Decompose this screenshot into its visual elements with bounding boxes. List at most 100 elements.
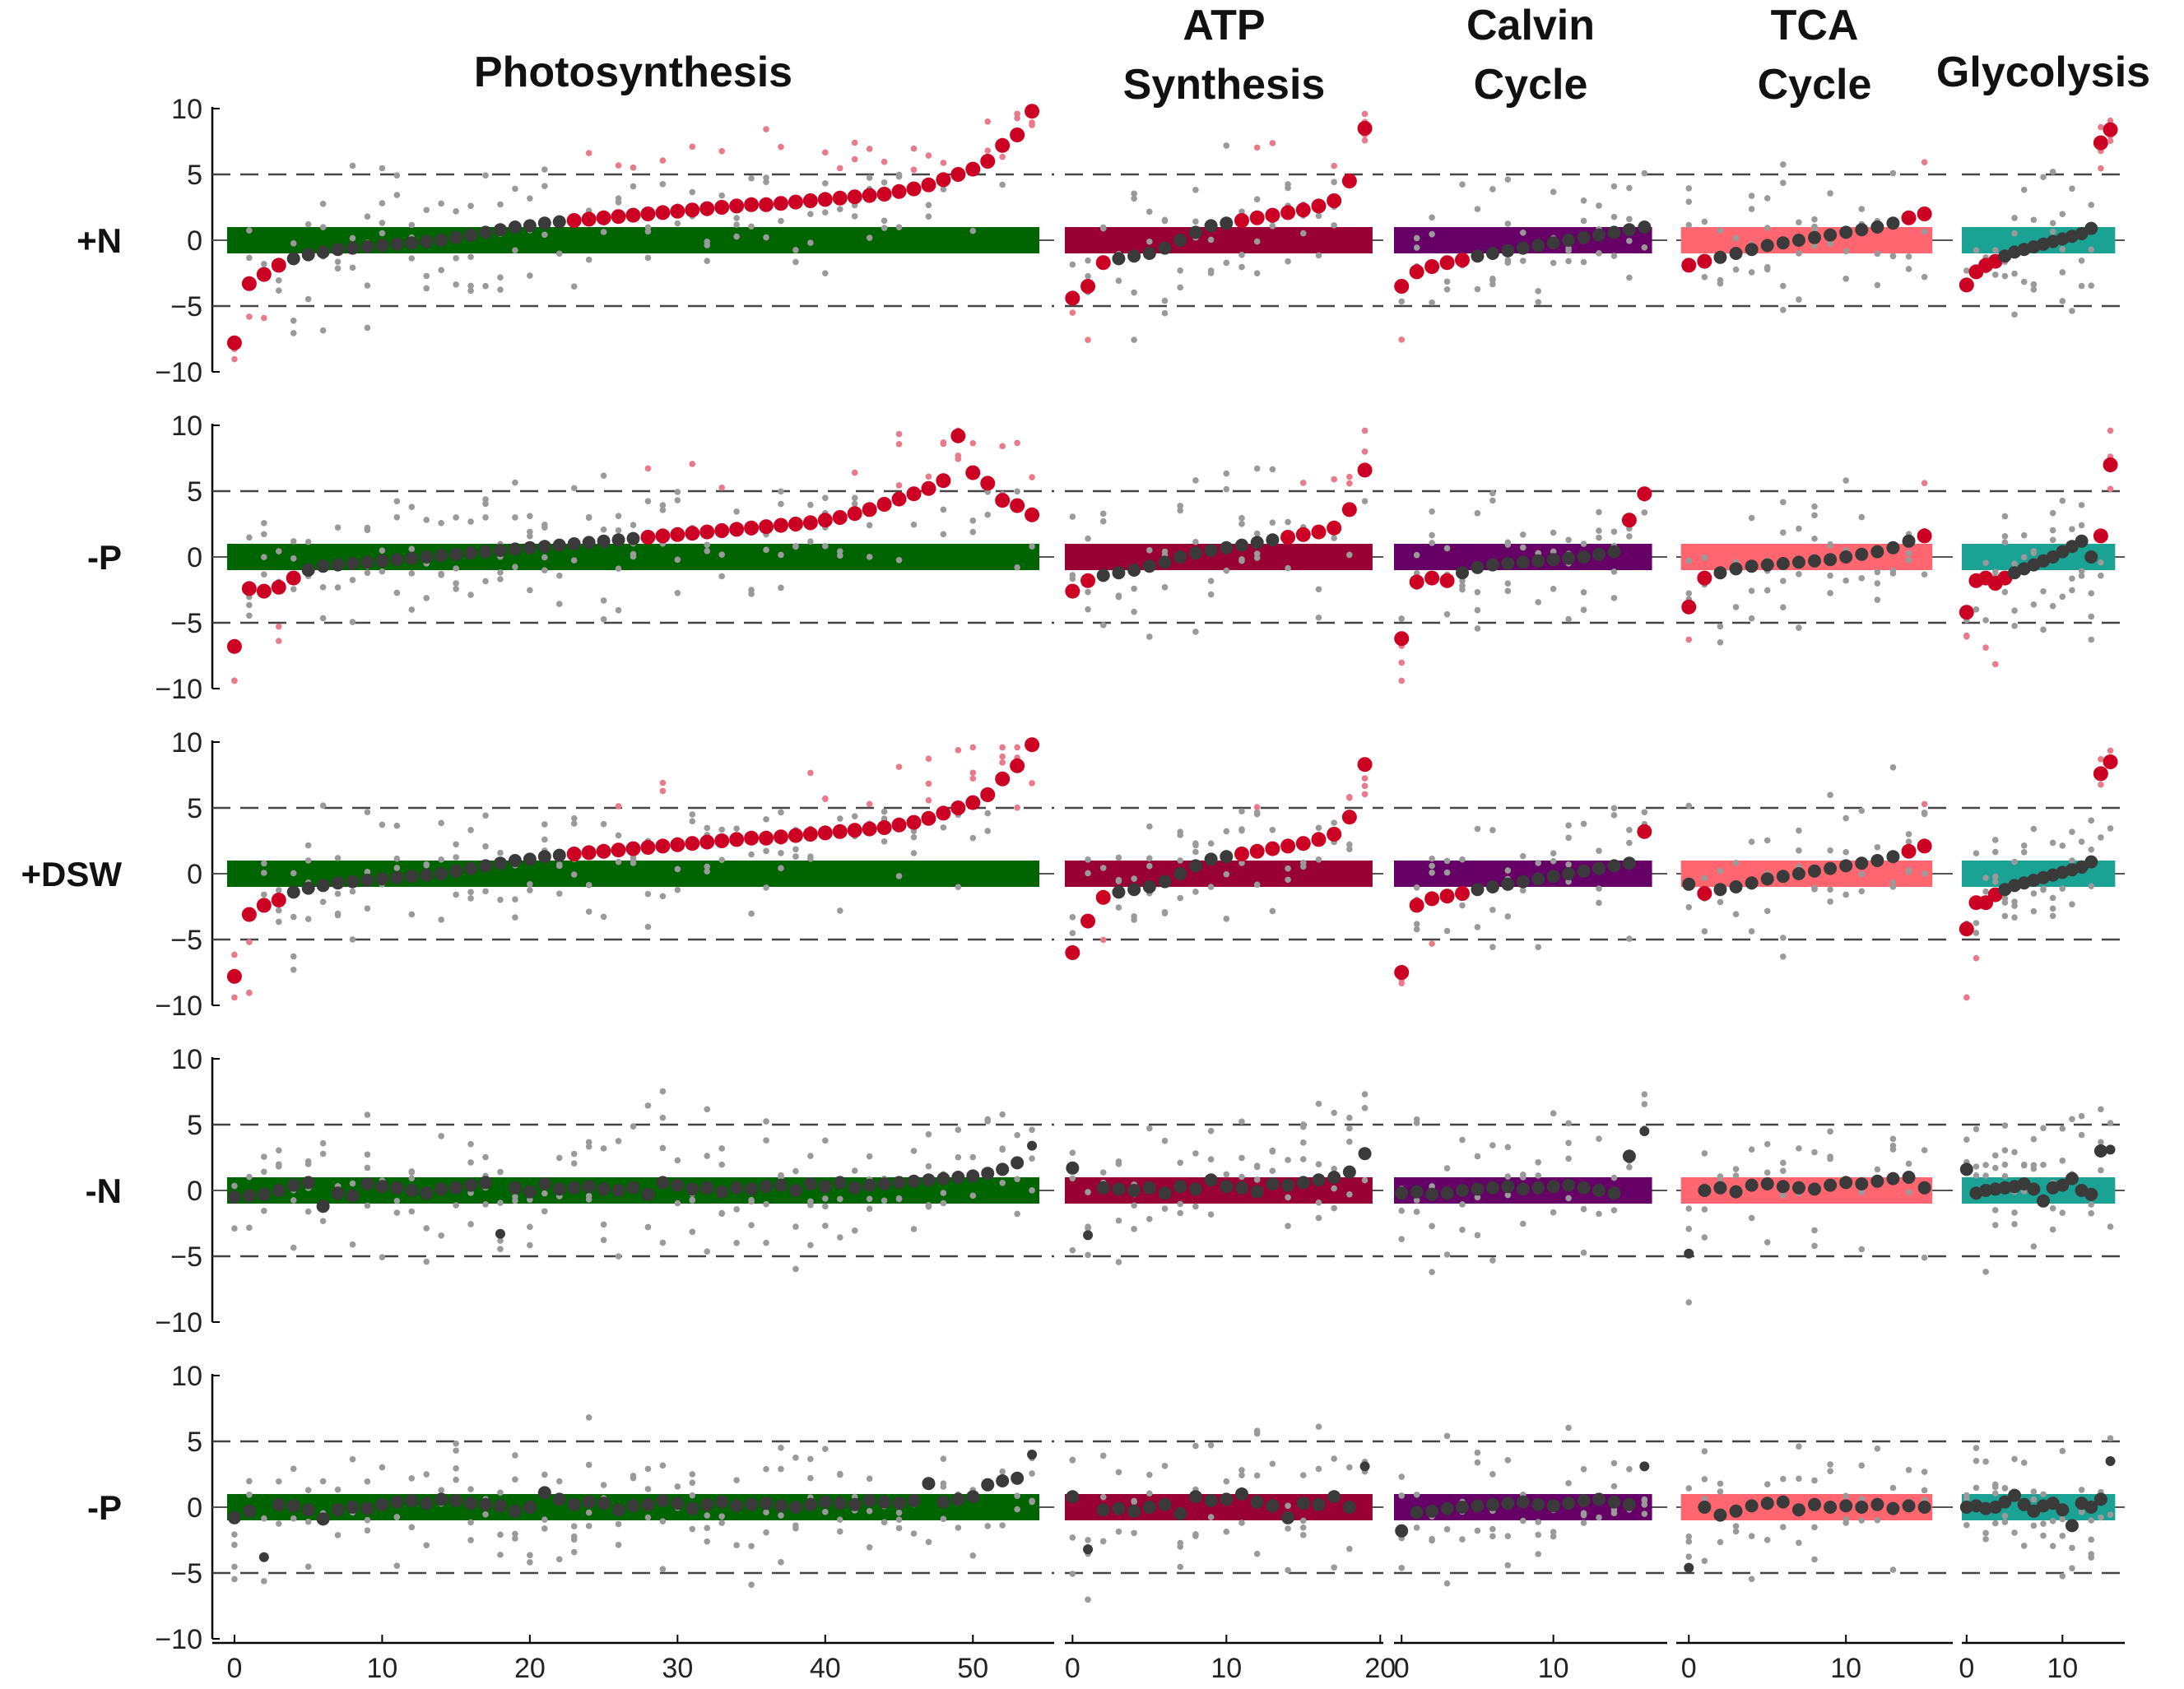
replicate-point bbox=[999, 1179, 1006, 1186]
replicate-point bbox=[1827, 1155, 1833, 1162]
significant-point bbox=[256, 267, 272, 282]
replicate-point bbox=[1299, 1139, 1307, 1146]
replicate-point bbox=[659, 787, 667, 795]
replicate-point bbox=[364, 569, 371, 577]
replicate-point bbox=[1398, 1236, 1406, 1243]
trend-point bbox=[1855, 547, 1869, 561]
trend-point bbox=[301, 881, 315, 895]
replicate-point bbox=[364, 869, 371, 875]
trend-point bbox=[1607, 1186, 1621, 1200]
trend-point bbox=[286, 885, 300, 899]
panel-glycolysis bbox=[1959, 117, 2125, 318]
replicate-point bbox=[364, 905, 371, 912]
replicate-point bbox=[527, 1559, 533, 1566]
replicate-point bbox=[659, 1518, 667, 1525]
replicate-point bbox=[334, 1532, 342, 1538]
panel-title-tca-cycle-line-2: Cycle bbox=[1758, 61, 1872, 109]
replicate-point bbox=[2049, 905, 2056, 912]
replicate-point bbox=[1921, 1469, 1928, 1475]
trend-point bbox=[405, 236, 419, 250]
replicate-point bbox=[2069, 1116, 2075, 1123]
replicate-point bbox=[615, 858, 622, 865]
replicate-point bbox=[600, 913, 607, 921]
replicate-point bbox=[393, 514, 401, 521]
replicate-point bbox=[733, 233, 740, 240]
replicate-point bbox=[822, 209, 829, 216]
replicate-point bbox=[261, 531, 267, 538]
pathway-band bbox=[1065, 1177, 1373, 1204]
replicate-point bbox=[2049, 1204, 2056, 1212]
replicate-point bbox=[1285, 1502, 1291, 1510]
replicate-point bbox=[969, 769, 977, 777]
replicate-point bbox=[1858, 1246, 1866, 1253]
panel-glycolysis bbox=[1959, 1435, 2125, 1580]
replicate-point bbox=[497, 1552, 504, 1558]
replicate-point bbox=[1535, 944, 1542, 950]
trend-point bbox=[1312, 1497, 1326, 1511]
trend-point bbox=[1886, 541, 1900, 554]
significant-point bbox=[729, 198, 745, 214]
replicate-point bbox=[778, 1559, 784, 1566]
replicate-point bbox=[482, 888, 489, 895]
replicate-point bbox=[2088, 1517, 2095, 1524]
replicate-point bbox=[2049, 509, 2056, 517]
panel-calvin-cycle bbox=[1394, 169, 1667, 343]
trend-point bbox=[1204, 219, 1218, 233]
replicate-point bbox=[1192, 889, 1199, 895]
replicate-point bbox=[1685, 557, 1693, 564]
trend-point bbox=[375, 1497, 389, 1511]
significant-point bbox=[1249, 210, 1265, 225]
replicate-point bbox=[1014, 564, 1020, 571]
replicate-point bbox=[2059, 593, 2066, 601]
trend-point bbox=[611, 1184, 625, 1197]
trend-point bbox=[2037, 1194, 2050, 1208]
replicate-point bbox=[585, 256, 592, 263]
replicate-point bbox=[1717, 227, 1724, 234]
replicate-point bbox=[1973, 1484, 1980, 1492]
replicate-point bbox=[1285, 1157, 1291, 1163]
trend-point bbox=[1622, 1149, 1636, 1163]
trend-point bbox=[641, 1497, 655, 1511]
replicate-point bbox=[644, 890, 652, 898]
replicate-point bbox=[467, 827, 474, 833]
replicate-point bbox=[1014, 1506, 1020, 1513]
replicate-point bbox=[1331, 1185, 1337, 1192]
replicate-point bbox=[408, 570, 416, 577]
trend-point bbox=[537, 216, 551, 230]
trend-point bbox=[1173, 1180, 1187, 1194]
panel-calvin-cycle bbox=[1394, 486, 1667, 684]
significant-point bbox=[670, 837, 685, 852]
significant-point bbox=[802, 193, 818, 208]
trend-point bbox=[2008, 1488, 2022, 1502]
replicate-point bbox=[2059, 1158, 2066, 1164]
replicate-point bbox=[955, 1126, 962, 1134]
replicate-point bbox=[1429, 855, 1435, 862]
replicate-point bbox=[822, 543, 829, 550]
trend-point bbox=[2084, 1187, 2098, 1201]
replicate-point bbox=[1029, 1187, 1035, 1194]
y-tick-label: 10 bbox=[171, 1361, 202, 1392]
replicate-point bbox=[453, 1447, 459, 1455]
significant-point bbox=[256, 583, 272, 599]
replicate-point bbox=[644, 1223, 652, 1231]
replicate-point bbox=[1827, 541, 1833, 548]
replicate-point bbox=[836, 206, 843, 213]
replicate-point bbox=[1641, 1496, 1648, 1503]
replicate-point bbox=[1331, 222, 1337, 229]
trend-point bbox=[1886, 216, 1900, 230]
trend-point bbox=[833, 1176, 847, 1190]
trend-point bbox=[537, 850, 551, 864]
trend-point bbox=[1562, 234, 1576, 247]
x-tick-label: 30 bbox=[662, 1653, 693, 1684]
significant-point bbox=[640, 206, 656, 221]
replicate-point bbox=[1192, 1203, 1199, 1210]
significant-point bbox=[847, 506, 862, 522]
trend-point bbox=[1839, 859, 1853, 873]
trend-point bbox=[1516, 1182, 1530, 1196]
trend-point bbox=[597, 1182, 611, 1196]
significant-point bbox=[685, 836, 700, 851]
replicate-point bbox=[836, 1528, 843, 1535]
replicate-point bbox=[1717, 639, 1724, 646]
significant-point bbox=[226, 968, 242, 984]
replicate-point bbox=[1346, 1190, 1353, 1198]
